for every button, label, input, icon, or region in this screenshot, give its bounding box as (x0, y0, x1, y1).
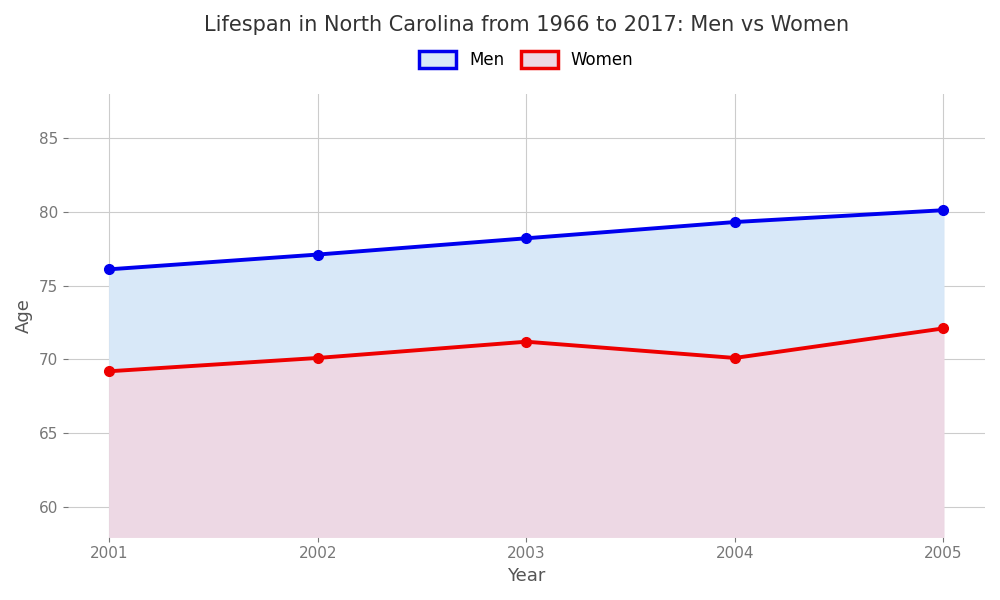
Title: Lifespan in North Carolina from 1966 to 2017: Men vs Women: Lifespan in North Carolina from 1966 to … (204, 15, 849, 35)
Y-axis label: Age: Age (15, 298, 33, 332)
X-axis label: Year: Year (507, 567, 546, 585)
Legend: Men, Women: Men, Women (412, 44, 640, 76)
